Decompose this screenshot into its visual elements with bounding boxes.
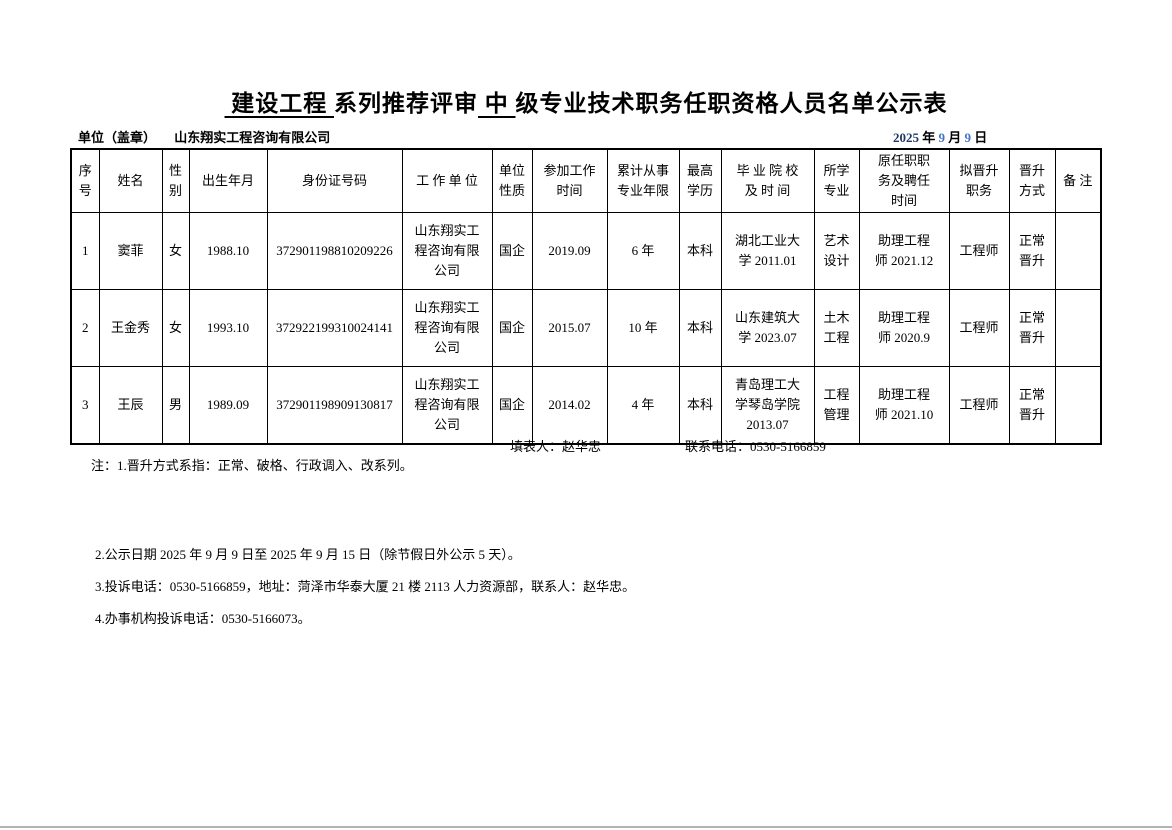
date-part: 9 (938, 130, 946, 145)
table-cell: 助理工程 师 2021.10 (858, 366, 950, 445)
table-cell: 10 年 (606, 289, 680, 368)
table-cell: 本科 (678, 212, 722, 291)
table-cell: 372901198810209226 (266, 212, 403, 291)
contact-phone: 联系电话：0530-5166859 (685, 439, 826, 454)
col-header-3: 性 别 (161, 148, 190, 214)
table-cell: 1 (70, 212, 100, 291)
col-header-15: 晋升 方式 (1008, 148, 1056, 214)
table-cell: 工程师 (948, 289, 1010, 368)
table-cell: 女 (161, 289, 190, 368)
table-cell: 372901198909130817 (266, 366, 403, 445)
table-cell: 王金秀 (98, 289, 163, 368)
table-cell: 山东建筑大 学 2023.07 (720, 289, 815, 368)
table-row: 2 王金秀女 1993.10 372922199310024141 山东翔实工 程咨询有… (70, 289, 1102, 368)
col-header-10: 最高 学历 (678, 148, 722, 214)
title-underlined-text: 建设工程 (224, 91, 334, 116)
unit-name: 山东翔实工程咨询有限公司 (174, 130, 331, 145)
roster-table: 序 号姓名性 别出生年月 身份证号码工 作 单 位单位 性质 参加工作 时间 累计从事… (70, 148, 1102, 445)
col-header-5: 身份证号码 (266, 148, 403, 214)
table-cell: 王辰 (98, 366, 163, 445)
col-header-6: 工 作 单 位 (401, 148, 493, 214)
table-cell: 本科 (678, 366, 722, 445)
table-cell: 2014.02 (531, 366, 608, 445)
table-cell (1054, 212, 1102, 291)
table-row: 3 王辰男 1989.09 372901198909130817 山东翔实工 程咨询有限… (70, 366, 1102, 445)
table-cell (1054, 366, 1102, 445)
unit-seal-label: 单位（盖章） (78, 130, 157, 145)
title-text: 系列推荐评审 (334, 91, 478, 116)
footnote-1: 注：1.晋升方式系指：正常、破格、行政调入、改系列。 填表人：赵华忠 联系电话：… (78, 437, 1038, 532)
title-underlined-text: 中 (478, 91, 516, 116)
table-cell (1054, 289, 1102, 368)
table-cell: 国企 (491, 212, 533, 291)
page-bottom-edge (0, 826, 1172, 828)
table-cell: 3 (70, 366, 100, 445)
col-header-4: 出生年月 (188, 148, 268, 214)
col-header-14: 拟晋升 职务 (948, 148, 1010, 214)
table-cell: 山东翔实工 程咨询有限 公司 (401, 212, 493, 291)
unit-line: 单位（盖章） 山东翔实工程咨询有限公司 (78, 127, 330, 146)
table-cell: 青岛理工大 学琴岛学院 2013.07 (720, 366, 815, 445)
table-header: 序 号姓名性 别出生年月 身份证号码工 作 单 位单位 性质 参加工作 时间 累计从事… (70, 148, 1102, 214)
preparer: 填表人：赵华忠 (510, 439, 602, 454)
date-part: 日 (971, 130, 988, 145)
table-cell: 助理工程 师 2020.9 (858, 289, 950, 368)
table-cell: 1988.10 (188, 212, 268, 291)
table-cell: 山东翔实工 程咨询有限 公司 (401, 289, 493, 368)
table-cell: 窦菲 (98, 212, 163, 291)
date-part: 月 (945, 130, 965, 145)
table-cell: 工程师 (948, 366, 1010, 445)
table-cell: 正常 晋升 (1008, 366, 1056, 445)
col-header-9: 累计从事 专业年限 (606, 148, 680, 214)
table-cell: 6 年 (606, 212, 680, 291)
footnote-3: 3.投诉电话：0530-5166859，地址：菏泽市华泰大厦 21 楼 2113… (95, 579, 636, 594)
table-cell: 正常 晋升 (1008, 289, 1056, 368)
table-cell: 372922199310024141 (266, 289, 403, 368)
table-cell: 2015.07 (531, 289, 608, 368)
table-cell: 山东翔实工 程咨询有限 公司 (401, 366, 493, 445)
report-date: 2025 年 9 月 9 日 (893, 127, 987, 146)
col-header-16: 备 注 (1054, 148, 1102, 214)
note-1-text: 1.晋升方式系指：正常、破格、行政调入、改系列。 (117, 458, 413, 473)
date-part: 年 (919, 130, 939, 145)
table-row: 1 窦菲女 1988.10 372901198810209226 山东翔实工 程咨询有限… (70, 212, 1102, 291)
col-header-8: 参加工作 时间 (531, 148, 608, 214)
table-cell: 正常 晋升 (1008, 212, 1056, 291)
table-header-row: 序 号姓名性 别出生年月 身份证号码工 作 单 位单位 性质 参加工作 时间 累计从事… (70, 148, 1102, 214)
date-part: 9 (964, 130, 972, 145)
table-cell: 4 年 (606, 366, 680, 445)
col-header-7: 单位 性质 (491, 148, 533, 214)
col-header-1: 序 号 (70, 148, 100, 214)
table-cell: 本科 (678, 289, 722, 368)
table-cell: 男 (161, 366, 190, 445)
table-cell: 助理工程 师 2021.12 (858, 212, 950, 291)
table-cell: 2 (70, 289, 100, 368)
table-cell: 土木 工程 (813, 289, 860, 368)
footnote-4: 4.办事机构投诉电话：0530-5166073。 (95, 611, 311, 626)
table-cell: 工程师 (948, 212, 1010, 291)
note-label: 注： (91, 458, 118, 473)
title-text: 级专业技术职务任职资格人员名单公示表 (515, 91, 948, 116)
table-body: 1 窦菲女 1988.10 372901198810209226 山东翔实工 程咨询有限… (70, 212, 1102, 445)
col-header-13: 原任职职 务及聘任 时间 (858, 148, 950, 214)
table-cell: 国企 (491, 366, 533, 445)
table-cell: 1989.09 (188, 366, 268, 445)
table-cell: 1993.10 (188, 289, 268, 368)
date-part: 2025 (893, 130, 919, 145)
footnotes: 注：1.晋升方式系指：正常、破格、行政调入、改系列。 填表人：赵华忠 联系电话：… (78, 437, 1038, 641)
table-cell: 国企 (491, 289, 533, 368)
footnote-2: 2.公示日期 2025 年 9 月 9 日至 2025 年 9 月 15 日（除… (95, 547, 521, 562)
table-cell: 工程 管理 (813, 366, 860, 445)
col-header-11: 毕 业 院 校 及 时 间 (720, 148, 815, 214)
col-header-12: 所学 专业 (813, 148, 860, 214)
table-cell: 湖北工业大 学 2011.01 (720, 212, 815, 291)
page-title: 建设工程 系列推荐评审 中 级专业技术职务任职资格人员名单公示表 (0, 84, 1172, 118)
table-cell: 2019.09 (531, 212, 608, 291)
table-cell: 艺术 设计 (813, 212, 860, 291)
table-cell: 女 (161, 212, 190, 291)
col-header-2: 姓名 (98, 148, 163, 214)
